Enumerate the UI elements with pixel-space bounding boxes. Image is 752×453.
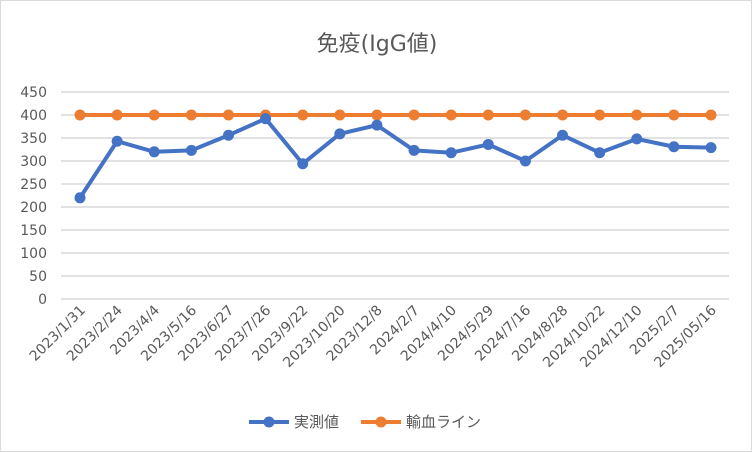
data-point <box>631 109 643 121</box>
data-point <box>519 109 531 121</box>
data-point <box>519 155 531 167</box>
legend-item: 実測値 <box>249 413 339 431</box>
data-point <box>74 192 86 204</box>
y-tick-label: 250 <box>20 177 47 193</box>
data-point <box>594 147 606 159</box>
data-point <box>297 158 309 170</box>
data-point <box>482 109 494 121</box>
data-point <box>334 128 346 140</box>
y-tick-label: 50 <box>29 269 47 285</box>
data-point <box>408 109 420 121</box>
data-point <box>297 109 309 121</box>
data-point <box>557 109 569 121</box>
series-transfusion-line <box>74 109 717 121</box>
legend-marker <box>263 416 275 428</box>
data-point <box>148 146 160 158</box>
data-point <box>185 144 197 156</box>
data-point <box>111 109 123 121</box>
data-point <box>111 135 123 147</box>
data-point <box>222 129 234 141</box>
y-tick-label: 200 <box>20 200 47 216</box>
y-tick-label: 150 <box>20 223 47 239</box>
data-point <box>445 109 457 121</box>
data-point <box>557 129 569 141</box>
y-tick-label: 450 <box>20 85 47 101</box>
series-line <box>78 116 712 199</box>
y-tick-label: 0 <box>38 292 47 308</box>
data-point <box>445 147 457 159</box>
data-point <box>334 109 346 121</box>
data-point <box>482 138 494 150</box>
series-measured <box>74 113 717 204</box>
data-point <box>148 109 160 121</box>
data-point <box>668 109 680 121</box>
y-tick-label: 350 <box>20 131 47 147</box>
data-point <box>371 119 383 131</box>
legend-label: 輸血ライン <box>406 413 481 431</box>
data-point <box>594 109 606 121</box>
data-point <box>668 141 680 153</box>
legend-marker <box>375 416 387 428</box>
legend-label: 実測値 <box>294 413 339 431</box>
data-point <box>185 109 197 121</box>
legend-item: 輸血ライン <box>361 413 481 431</box>
data-point <box>705 109 717 121</box>
data-point <box>222 109 234 121</box>
y-tick-label: 400 <box>20 108 47 124</box>
data-point <box>260 113 272 125</box>
data-point <box>408 144 420 156</box>
data-point <box>631 133 643 145</box>
data-point <box>371 109 383 121</box>
y-tick-label: 100 <box>20 246 47 262</box>
data-point <box>705 142 717 154</box>
chart-title: 免疫(IgG値) <box>317 32 438 57</box>
y-tick-label: 300 <box>20 154 47 170</box>
data-point <box>74 109 86 121</box>
